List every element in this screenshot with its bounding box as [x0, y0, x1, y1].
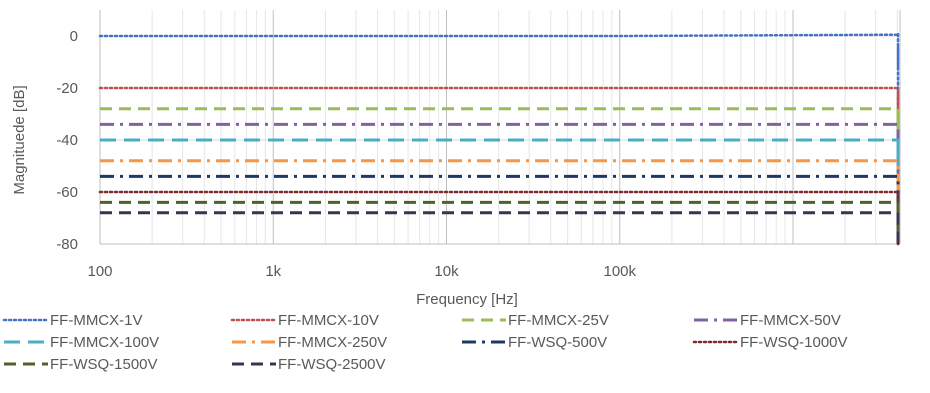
- legend-label: FF-MMCX-1V: [50, 312, 143, 329]
- legend-label: FF-MMCX-10V: [278, 312, 379, 329]
- y-axis-ticks: 0 -20 -40 -60 -80: [56, 28, 78, 253]
- x-tick-label: 100k: [603, 263, 636, 280]
- series-line-ff-wsq-1500v: [100, 200, 900, 244]
- y-axis-title: Magnituede [dB]: [11, 85, 28, 194]
- x-tick-label: 100: [87, 263, 112, 280]
- legend-label: FF-MMCX-25V: [508, 312, 609, 329]
- grid: [99, 10, 901, 245]
- x-axis-ticks: 1001k10k100k1G: [87, 263, 636, 280]
- y-tick-label: 0: [70, 28, 78, 45]
- series-line-ff-wsq-2500v: [100, 211, 900, 244]
- y-tick-label: -40: [56, 132, 78, 149]
- y-tick-label: -20: [56, 80, 78, 97]
- legend-label: FF-MMCX-250V: [278, 334, 387, 351]
- legend-label: FF-MMCX-100V: [50, 334, 159, 351]
- y-tick-label: -60: [56, 184, 78, 201]
- legend-label: FF-WSQ-2500V: [278, 356, 386, 373]
- series-line-ff-mmcx-100v: [100, 138, 900, 231]
- series-lines: [98, 33, 900, 246]
- x-axis-title: Frequency [Hz]: [416, 291, 518, 308]
- x-tick-label: 10k: [434, 263, 459, 280]
- legend: FF-MMCX-1V FF-MMCX-10V FF-MMCX-25V FF-MMCX-…: [2, 312, 848, 373]
- y-tick-label: -80: [56, 236, 78, 253]
- legend-label: FF-WSQ-1500V: [50, 356, 158, 373]
- legend-label: FF-WSQ-500V: [508, 334, 607, 351]
- x-tick-label: 1k: [265, 263, 281, 280]
- legend-label: FF-MMCX-50V: [740, 312, 841, 329]
- legend-label: FF-WSQ-1000V: [740, 334, 848, 351]
- series-line-ff-mmcx-1v: [98, 33, 900, 199]
- series-line-ff-mmcx-25v: [100, 107, 900, 218]
